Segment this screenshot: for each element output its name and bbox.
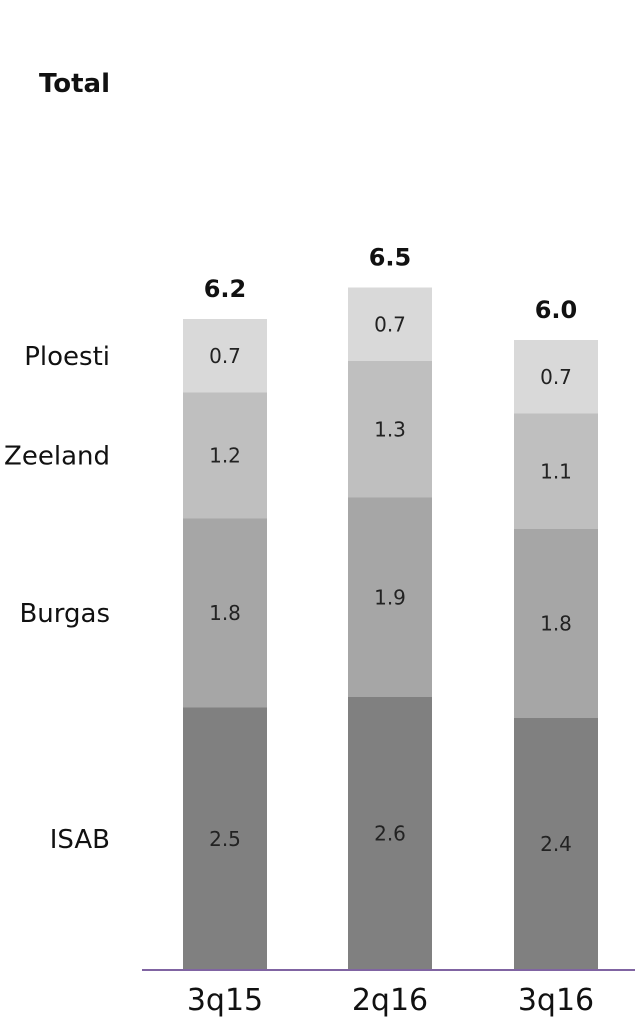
- total-label-2q16: 6.5: [369, 244, 412, 272]
- bar-segment-isab-3q16: [514, 718, 598, 970]
- bar-segment-ploesti-3q16: [514, 340, 598, 414]
- bar-segment-burgas-3q16: [514, 529, 598, 718]
- value-label-ploesti-3q16: 0.7: [540, 365, 572, 389]
- value-label-burgas-2q16: 1.9: [374, 585, 406, 609]
- category-label-2q16: 2q16: [352, 983, 428, 1018]
- category-label-3q15: 3q15: [187, 983, 263, 1018]
- bar-segment-ploesti-3q15: [183, 319, 267, 393]
- value-label-zeeland-3q15: 1.2: [209, 444, 241, 468]
- total-label-3q15: 6.2: [204, 275, 247, 303]
- bar-segment-zeeland-3q15: [183, 392, 267, 519]
- value-label-zeeland-3q16: 1.1: [540, 459, 572, 483]
- bar-segment-zeeland-2q16: [348, 361, 432, 498]
- series-label-zeeland: Zeeland: [4, 442, 110, 472]
- total-label-3q16: 6.0: [535, 296, 578, 324]
- bar-segment-ploesti-2q16: [348, 287, 432, 361]
- series-label-burgas: Burgas: [19, 599, 110, 629]
- value-label-ploesti-3q15: 0.7: [209, 344, 241, 368]
- value-label-ploesti-2q16: 0.7: [374, 312, 406, 336]
- value-label-isab-3q15: 2.5: [209, 827, 241, 851]
- value-label-burgas-3q16: 1.8: [540, 612, 572, 636]
- series-label-isab: ISAB: [50, 825, 110, 855]
- value-label-zeeland-2q16: 1.3: [374, 417, 406, 441]
- bar-segment-burgas-2q16: [348, 497, 432, 697]
- bar-segment-isab-2q16: [348, 697, 432, 970]
- value-label-isab-2q16: 2.6: [374, 822, 406, 846]
- category-label-3q16: 3q16: [518, 983, 594, 1018]
- bar-segment-burgas-3q15: [183, 518, 267, 708]
- series-label-ploesti: Ploesti: [24, 342, 110, 372]
- bar-segment-isab-3q15: [183, 707, 267, 970]
- value-label-isab-3q16: 2.4: [540, 832, 572, 856]
- value-label-burgas-3q15: 1.8: [209, 601, 241, 625]
- totals-row-label: Total: [39, 69, 110, 99]
- bar-segment-zeeland-3q16: [514, 413, 598, 529]
